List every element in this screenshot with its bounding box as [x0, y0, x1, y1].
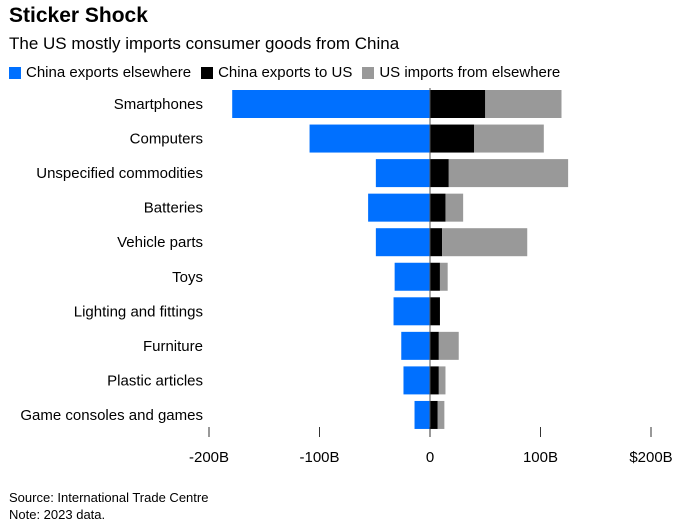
category-label: Plastic articles: [107, 372, 203, 389]
bar-china-exports-to-us: [430, 228, 443, 257]
bar-china-exports-elsewhere: [375, 228, 430, 257]
category-label: Furniture: [143, 338, 203, 355]
source-note: Source: International Trade Centre: [9, 490, 209, 505]
bar-us-imports-elsewhere: [438, 366, 446, 395]
category-label: Toys: [172, 269, 203, 286]
x-tick-label: $200B: [629, 449, 672, 466]
bar-china-exports-elsewhere: [393, 297, 430, 326]
bar-us-imports-elsewhere: [438, 331, 459, 360]
category-label: Lighting and fittings: [74, 303, 203, 320]
legend-swatch: [9, 66, 21, 79]
legend-swatch: [362, 66, 375, 79]
x-tick-label: 100B: [523, 449, 558, 466]
bar-china-exports-elsewhere: [375, 159, 430, 188]
bar-china-exports-to-us: [430, 159, 449, 188]
legend-label: US imports from elsewhere: [379, 64, 561, 81]
x-tick-label: -200B: [189, 449, 229, 466]
legend-swatch: [201, 66, 214, 79]
bar-china-exports-to-us: [430, 262, 440, 291]
bar-us-imports-elsewhere: [445, 193, 464, 222]
chart-subtitle: The US mostly imports consumer goods fro…: [9, 34, 400, 53]
bar-china-exports-elsewhere: [232, 90, 430, 118]
bar-china-exports-to-us: [430, 193, 446, 222]
bar-us-imports-elsewhere: [485, 90, 562, 118]
data-note: Note: 2023 data.: [9, 507, 106, 522]
category-label: Unspecified commodities: [36, 165, 203, 182]
legend-item-china-to-us: China exports to US: [201, 64, 352, 81]
bar-us-imports-elsewhere: [437, 400, 445, 429]
bar-us-imports-elsewhere: [442, 228, 528, 257]
category-label: Computers: [130, 131, 203, 148]
bar-us-imports-elsewhere: [448, 159, 569, 188]
category-label: Smartphones: [114, 96, 203, 113]
x-tick-label: -100B: [299, 449, 339, 466]
legend: China exports elsewhere China exports to…: [9, 64, 560, 81]
bar-china-exports-to-us: [430, 366, 439, 395]
bar-china-exports-elsewhere: [403, 366, 430, 395]
category-label: Game consoles and games: [20, 407, 203, 424]
category-label: Batteries: [144, 200, 203, 217]
chart-title: Sticker Shock: [9, 4, 148, 27]
bar-china-exports-elsewhere: [414, 400, 430, 429]
legend-item-us-elsewhere: US imports from elsewhere: [362, 64, 560, 81]
legend-item-china-elsewhere: China exports elsewhere: [9, 64, 191, 81]
bar-china-exports-to-us: [430, 297, 440, 326]
bar-china-exports-to-us: [430, 400, 438, 429]
bar-china-exports-to-us: [430, 331, 439, 360]
x-tick-label: 0: [426, 449, 434, 466]
bar-china-exports-to-us: [430, 90, 486, 118]
bar-china-exports-elsewhere: [394, 262, 430, 291]
bar-china-exports-elsewhere: [368, 193, 430, 222]
bar-china-exports-elsewhere: [401, 331, 430, 360]
bar-china-exports-elsewhere: [309, 124, 430, 153]
legend-label: China exports to US: [218, 64, 353, 81]
category-label: Vehicle parts: [117, 234, 203, 251]
bar-us-imports-elsewhere: [439, 262, 448, 291]
bar-china-exports-to-us: [430, 124, 475, 153]
legend-label: China exports elsewhere: [26, 64, 192, 81]
bar-us-imports-elsewhere: [474, 124, 544, 153]
